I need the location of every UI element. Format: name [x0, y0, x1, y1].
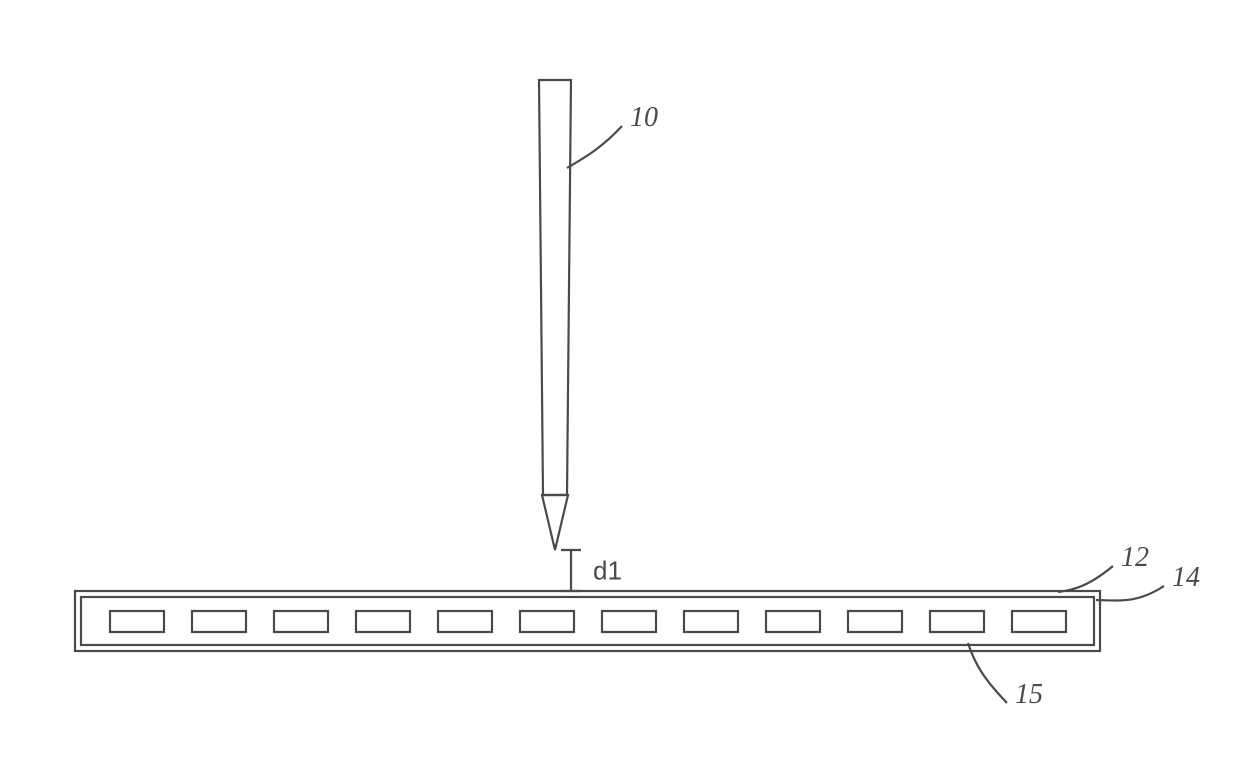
- ref-panel-inner-leader: [1096, 586, 1164, 601]
- panel-outer: [75, 591, 1100, 651]
- gap-dimension-label: d1: [593, 556, 622, 586]
- electrode: [520, 611, 574, 632]
- ref-panel-inner-label: 14: [1172, 562, 1200, 593]
- electrode: [848, 611, 902, 632]
- electrode: [766, 611, 820, 632]
- stylus-tip: [542, 495, 568, 550]
- ref-stylus-label: 10: [630, 102, 658, 133]
- electrode: [1012, 611, 1066, 632]
- electrode: [438, 611, 492, 632]
- ref-stylus-leader: [567, 126, 622, 168]
- electrode: [684, 611, 738, 632]
- electrode: [192, 611, 246, 632]
- electrode: [356, 611, 410, 632]
- electrode: [930, 611, 984, 632]
- panel-inner: [81, 597, 1094, 645]
- ref-panel-outer-leader: [1058, 566, 1113, 592]
- ref-panel-outer-label: 12: [1121, 542, 1149, 573]
- electrode: [602, 611, 656, 632]
- electrode: [274, 611, 328, 632]
- ref-electrode-label: 15: [1015, 679, 1043, 710]
- stylus-body: [539, 80, 571, 495]
- electrode: [110, 611, 164, 632]
